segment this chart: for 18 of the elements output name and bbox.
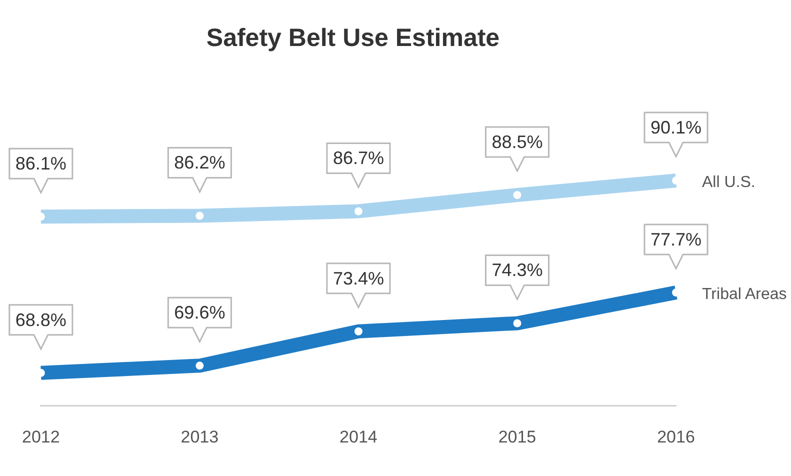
data-label: 74.3% bbox=[492, 260, 543, 280]
x-tick-label: 2015 bbox=[498, 427, 536, 446]
chart-title: Safety Belt Use Estimate bbox=[206, 24, 500, 52]
data-label: 68.8% bbox=[15, 310, 66, 330]
data-label: 88.5% bbox=[492, 132, 543, 152]
x-tick-label: 2016 bbox=[657, 427, 695, 446]
x-tick-label: 2012 bbox=[22, 427, 60, 446]
x-tick-label: 2013 bbox=[180, 427, 219, 446]
data-label: 86.1% bbox=[15, 154, 66, 174]
data-label: 77.7% bbox=[650, 230, 702, 250]
series-label: Tribal Areas bbox=[702, 286, 787, 303]
data-label: 86.2% bbox=[174, 152, 226, 173]
x-tick-label: 2014 bbox=[340, 427, 378, 446]
data-label: 69.6% bbox=[174, 302, 226, 323]
data-label: 73.4% bbox=[332, 268, 384, 288]
data-label: 90.1% bbox=[650, 118, 702, 138]
data-label: 86.7% bbox=[332, 148, 384, 168]
series-label: All U.S. bbox=[702, 174, 756, 191]
